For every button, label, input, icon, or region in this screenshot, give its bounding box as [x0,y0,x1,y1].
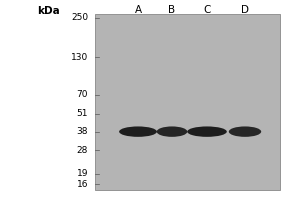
Text: 51: 51 [76,109,88,118]
Text: 16: 16 [76,180,88,189]
Text: 28: 28 [76,146,88,155]
Text: C: C [203,5,211,15]
Text: 19: 19 [76,169,88,178]
Text: kDa: kDa [37,6,60,16]
Text: 38: 38 [76,127,88,136]
Text: B: B [168,5,175,15]
Text: 70: 70 [76,90,88,99]
Text: 130: 130 [71,53,88,62]
Text: D: D [241,5,249,15]
Text: A: A [134,5,142,15]
Text: 250: 250 [71,13,88,22]
